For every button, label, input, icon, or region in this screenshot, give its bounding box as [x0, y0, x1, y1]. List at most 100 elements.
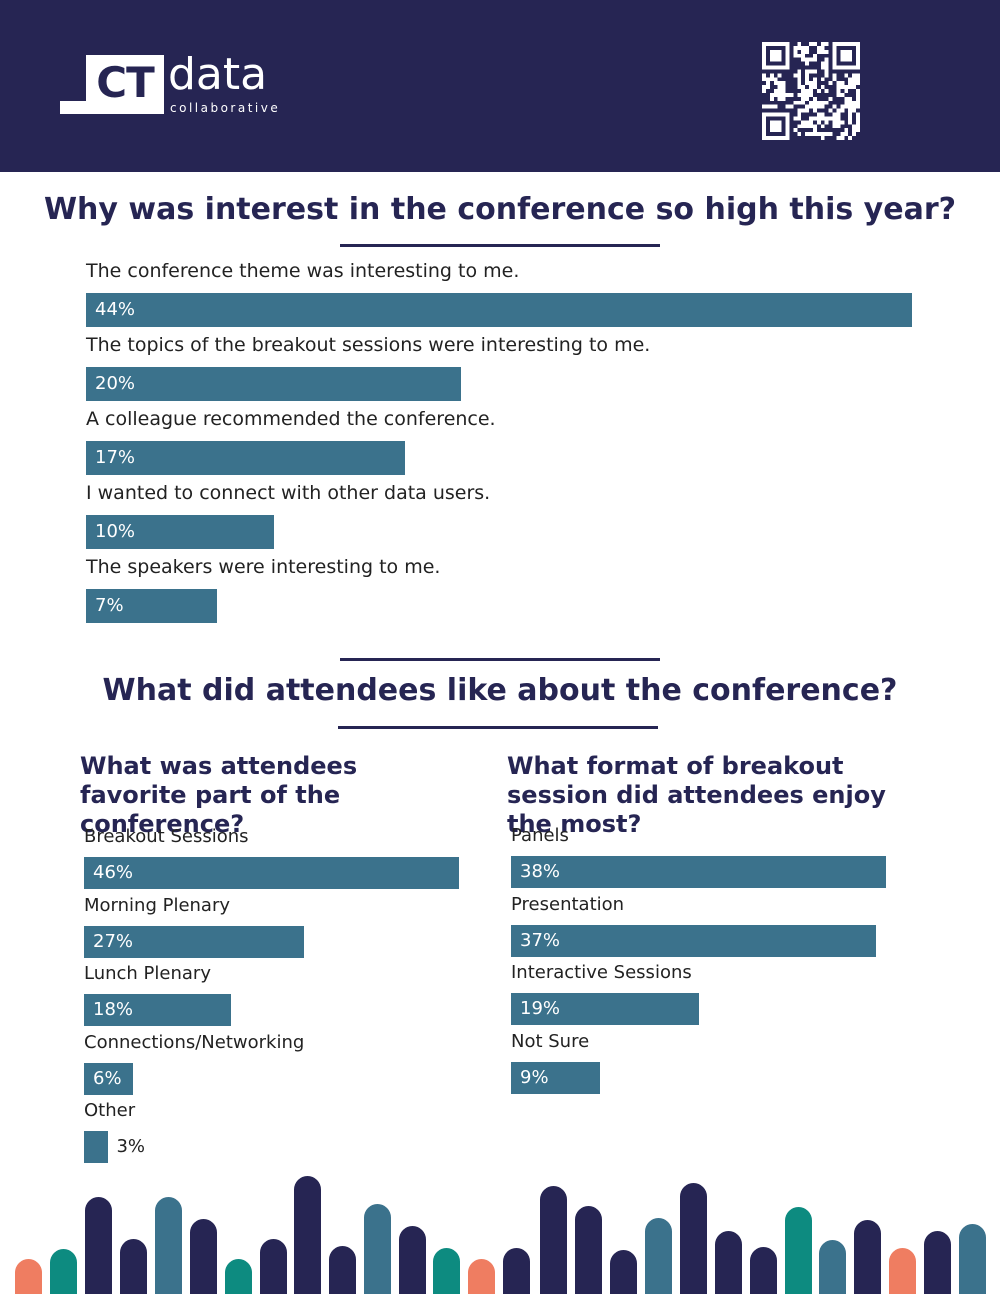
qr-module: [832, 120, 837, 125]
qr-module: [801, 96, 806, 101]
decorative-bar: [540, 1186, 567, 1294]
bar-value-label: 46%: [93, 862, 134, 883]
qr-module: [797, 42, 802, 46]
qr-module: [848, 136, 853, 140]
qr-module: [805, 104, 810, 109]
qr-module: [785, 104, 790, 109]
qr-module: [828, 81, 833, 86]
favorite-part-title: What was attendees favorite part of the …: [80, 752, 358, 838]
qr-module: [801, 108, 806, 113]
decorative-bar: [645, 1218, 672, 1294]
bar: [511, 1061, 600, 1094]
qr-module: [828, 108, 833, 113]
qr-module: [836, 136, 841, 140]
qr-module: [820, 136, 825, 140]
qr-module: [816, 45, 821, 50]
qr-module: [820, 42, 825, 46]
bar: [86, 441, 406, 475]
category-label: The topics of the breakout sessions were…: [86, 334, 651, 356]
bar-value-label: 38%: [520, 861, 561, 882]
category-label: Other: [84, 1100, 136, 1121]
qr-code-icon[interactable]: [762, 42, 860, 140]
qr-module: [856, 92, 860, 97]
decorative-bar: [120, 1239, 147, 1294]
category-label: Presentation: [511, 893, 625, 915]
qr-module: [777, 92, 782, 97]
section2-rule-bottom: [338, 726, 658, 729]
qr-module: [789, 92, 794, 97]
qr-module: [824, 100, 829, 105]
qr-module: [836, 124, 841, 129]
qr-module: [840, 120, 845, 125]
breakout-format-title: What format of breakout session did atte…: [507, 752, 886, 838]
qr-module: [805, 132, 810, 137]
qr-module: [828, 132, 833, 137]
decorative-bar: [190, 1219, 217, 1294]
qr-module: [812, 100, 817, 105]
qr-module: [769, 104, 774, 109]
qr-module: [856, 124, 860, 129]
qr-module: [793, 45, 798, 50]
qr-module: [805, 49, 810, 54]
bar-value-label: 10%: [95, 521, 136, 542]
bar: [86, 293, 912, 327]
qr-module: [805, 96, 810, 101]
qr-module: [856, 89, 860, 93]
qr-finder: [840, 49, 853, 62]
decorative-bar: [575, 1206, 602, 1294]
qr-module: [805, 120, 810, 125]
qr-module: [856, 120, 860, 125]
qr-module: [852, 73, 857, 78]
bar: [511, 924, 877, 957]
qr-module: [797, 108, 802, 113]
category-label: Not Sure: [511, 1030, 590, 1052]
qr-module: [820, 132, 825, 137]
qr-module: [856, 116, 860, 121]
qr-module: [848, 108, 853, 113]
qr-module: [801, 92, 806, 97]
qr-module: [793, 128, 798, 133]
qr-module: [805, 124, 810, 129]
qr-module: [809, 81, 813, 86]
qr-module: [816, 100, 821, 105]
bar: [84, 857, 459, 889]
qr-module: [844, 128, 849, 133]
bar: [84, 994, 231, 1026]
qr-module: [836, 92, 841, 97]
qr-module: [805, 81, 810, 86]
qr-module: [765, 85, 770, 90]
bar-value-label: 3%: [116, 1136, 145, 1157]
qr-module: [809, 104, 813, 109]
qr-module: [812, 116, 817, 121]
decorative-bar: [329, 1246, 356, 1294]
category-label: Interactive Sessions: [511, 962, 692, 983]
qr-module: [797, 85, 802, 90]
qr-module: [840, 104, 845, 109]
qr-module: [832, 77, 837, 82]
qr-module: [852, 124, 857, 129]
qr-module: [773, 104, 778, 109]
category-label: The conference theme was interesting to …: [86, 260, 520, 282]
qr-module: [848, 116, 853, 121]
qr-module: [801, 89, 806, 93]
qr-module: [801, 85, 806, 90]
qr-module: [820, 100, 825, 105]
qr-module: [805, 45, 810, 50]
decorative-bar: [15, 1259, 42, 1294]
category-label: Panels: [511, 825, 569, 846]
qr-module: [801, 53, 806, 58]
qr-module: [805, 69, 810, 74]
qr-module: [809, 132, 813, 137]
qr-module: [816, 120, 821, 125]
qr-module: [769, 92, 774, 97]
qr-module: [848, 81, 853, 86]
qr-module: [836, 116, 841, 121]
qr-module: [762, 85, 766, 90]
qr-module: [848, 104, 853, 109]
logo-wordmark: data: [168, 49, 268, 100]
bar-value-label: 7%: [95, 595, 124, 616]
bar: [511, 993, 699, 1025]
qr-module: [805, 89, 810, 93]
qr-module: [797, 53, 802, 58]
qr-module: [773, 89, 778, 93]
